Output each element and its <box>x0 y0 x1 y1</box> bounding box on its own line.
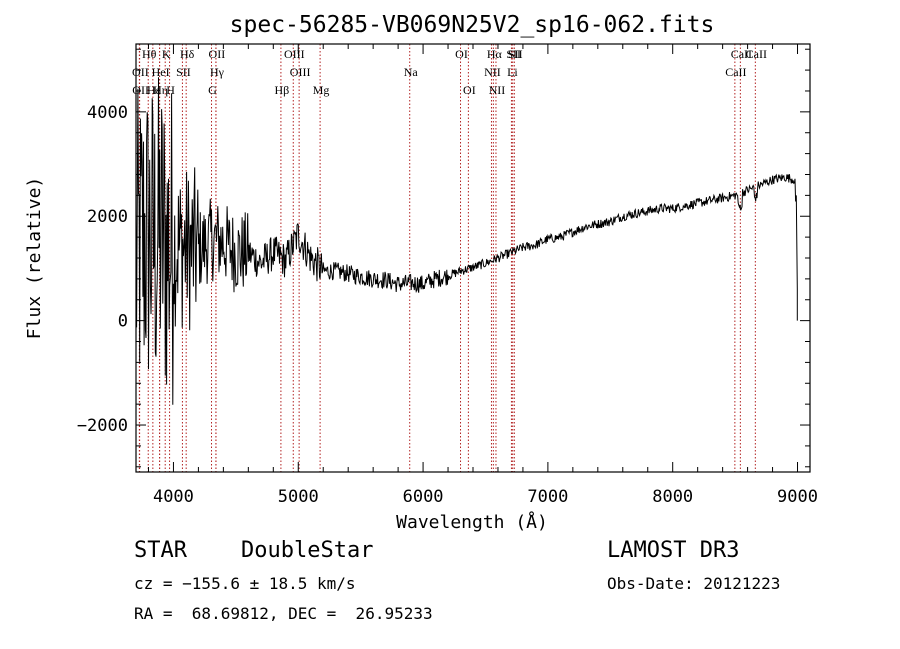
line-marker-label: Li <box>507 65 518 79</box>
line-marker-label: Hθ <box>142 47 157 61</box>
line-marker-label: HeI <box>152 65 170 79</box>
line-marker-label: NII <box>484 65 501 79</box>
line-marker-label: Hγ <box>210 65 225 79</box>
y-axis: −2000 0 2000 4000 <box>77 48 810 468</box>
subclass-label: DoubleStar <box>241 538 374 563</box>
line-marker-label: Hη <box>153 83 168 97</box>
line-marker-label: OI <box>455 47 468 61</box>
line-marker-label: Hβ <box>275 83 290 97</box>
line-marker-label: OIII <box>290 65 311 79</box>
line-marker-label: OI <box>463 83 476 97</box>
x-tick-label: 6000 <box>403 487 444 507</box>
line-marker-label: Na <box>404 65 419 79</box>
line-marker-label: G <box>208 83 217 97</box>
line-marker-label: OII <box>209 47 226 61</box>
coordinates-text: RA = 68.69812, DEC = 26.95233 <box>134 604 433 623</box>
line-marker-label: CaII <box>725 65 746 79</box>
redshift-text: cz = −155.6 ± 18.5 km/s <box>134 574 356 593</box>
x-tick-label: 9000 <box>777 487 818 507</box>
x-tick-label: 5000 <box>278 487 319 507</box>
obs-date-text: Obs-Date: 20121223 <box>607 574 781 593</box>
y-tick-label: 2000 <box>87 207 128 227</box>
spectrum-line <box>135 77 798 405</box>
line-marker-label: OIII <box>284 47 305 61</box>
x-axis: 4000 5000 6000 7000 8000 9000 <box>147 44 818 507</box>
y-axis-label: Flux (relative) <box>24 177 45 340</box>
line-marker-label: SII <box>176 65 191 79</box>
y-tick-label: 0 <box>118 312 128 332</box>
plot-frame <box>135 43 811 473</box>
line-marker-label: CaII <box>746 47 767 61</box>
line-marker-label: NII <box>489 83 506 97</box>
line-marker-label: Hε <box>147 83 161 97</box>
line-marker-label: K <box>162 47 171 61</box>
survey-label: LAMOST DR3 <box>607 538 740 563</box>
line-marker-label: Hδ <box>180 47 195 61</box>
x-tick-label: 7000 <box>527 487 568 507</box>
y-tick-label: −2000 <box>77 416 128 436</box>
line-marker-label: Hα <box>487 47 503 61</box>
chart-title: spec-56285-VB069N25V2_sp16-062.fits <box>230 12 715 38</box>
line-marker-label: Mg <box>313 83 330 97</box>
x-axis-label: Wavelength (Å) <box>396 511 548 533</box>
x-tick-label: 8000 <box>652 487 693 507</box>
line-marker-label: OII <box>132 65 149 79</box>
class-label: STAR <box>134 538 187 563</box>
y-tick-label: 4000 <box>87 103 128 123</box>
line-marker-label: SII <box>508 47 523 61</box>
line-marker-label: CaII <box>731 47 752 61</box>
line-marker-label: H <box>166 83 175 97</box>
line-marker-label: SII <box>506 47 521 61</box>
x-tick-label: 4000 <box>153 487 194 507</box>
